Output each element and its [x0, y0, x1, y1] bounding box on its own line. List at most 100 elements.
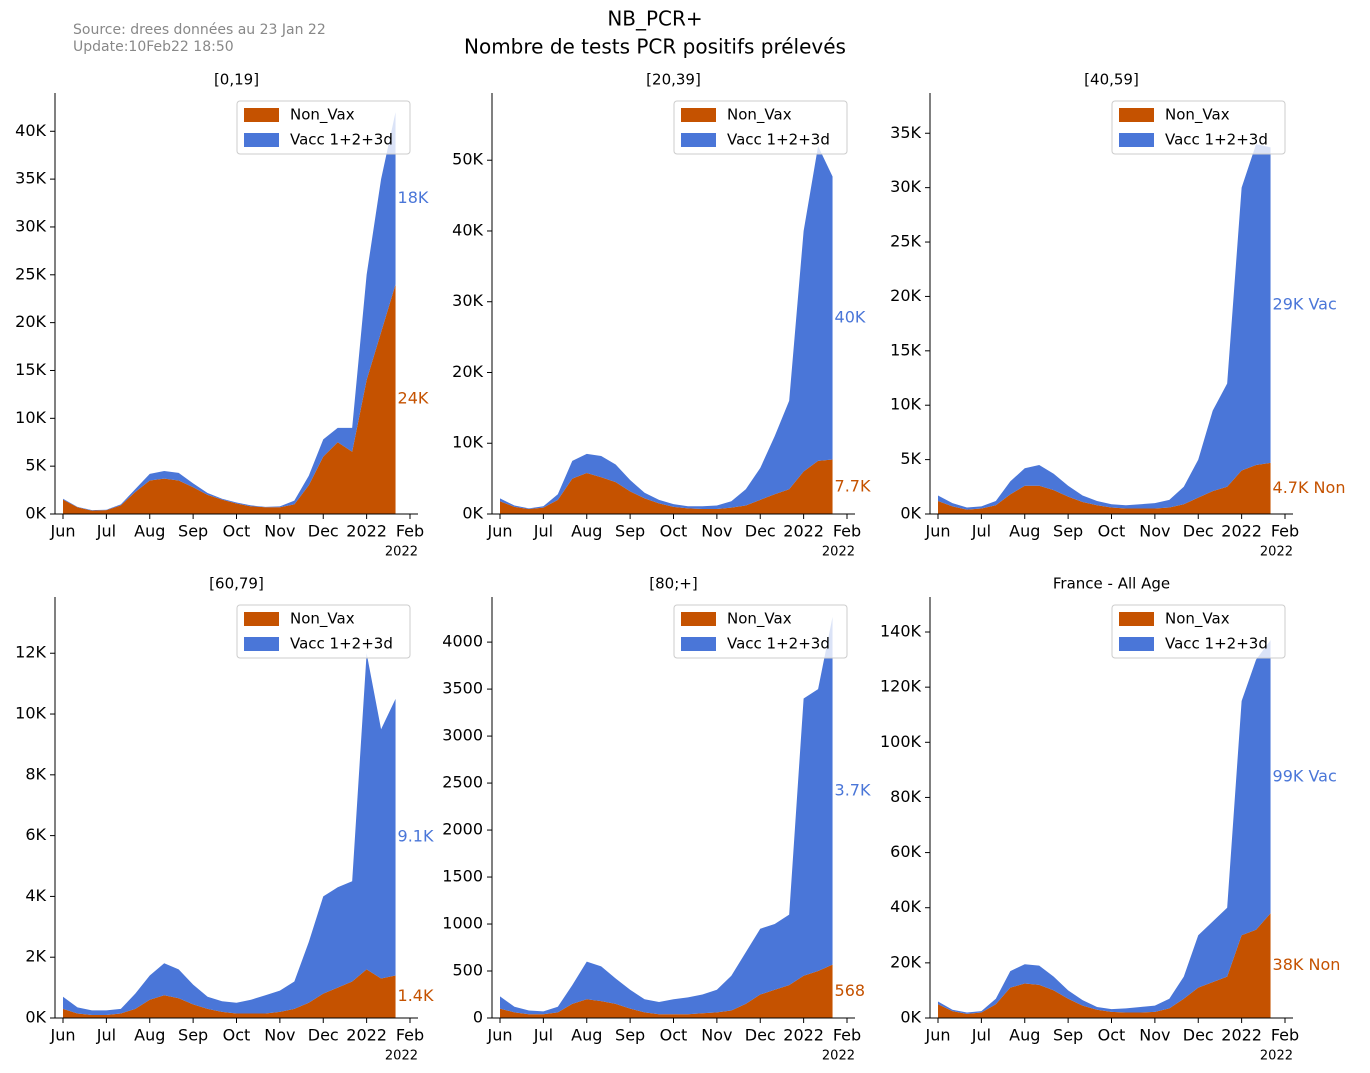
- area-0: [938, 913, 1271, 1018]
- y-tick-label: 5K: [25, 456, 46, 475]
- end-label: 9.1K: [398, 827, 434, 846]
- x-tick-label: Nov: [701, 1026, 732, 1045]
- y-tick-label: 0K: [25, 504, 46, 523]
- y-tick-label: 40K: [890, 897, 921, 916]
- x-tick-label: Nov: [264, 522, 295, 541]
- update-note: Update:10Feb22 18:50: [73, 39, 234, 55]
- x-tick-label: 2022: [1221, 1026, 1262, 1045]
- y-tick-label: 1500: [442, 867, 483, 886]
- x-tick-label: Aug: [1009, 522, 1040, 541]
- y-tick-label: 500: [452, 961, 483, 980]
- y-tick-label: 0K: [25, 1008, 46, 1027]
- x-tick-label: Feb: [1271, 522, 1299, 541]
- y-tick-label: 3000: [442, 726, 483, 745]
- y-tick-label: 5K: [900, 449, 921, 468]
- y-tick-label: 0K: [900, 504, 921, 523]
- panel-title: France - All Age: [1053, 575, 1170, 593]
- legend-box: [1111, 100, 1286, 155]
- x-tick-label: Oct: [660, 522, 688, 541]
- panel-title: [20,39]: [646, 71, 701, 89]
- source-note: Source: drees données au 23 Jan 22: [73, 22, 326, 38]
- figure-title: NB_PCR+: [607, 7, 702, 31]
- area-1: [500, 146, 833, 510]
- x-tick-label: Feb: [396, 1026, 424, 1045]
- x-tick-label: Aug: [134, 522, 165, 541]
- y-tick-label: 0: [473, 1008, 483, 1027]
- legend-box: [236, 604, 411, 659]
- x-tick-label: 2022: [346, 522, 387, 541]
- area-0: [938, 462, 1271, 514]
- y-tick-label: 140K: [880, 622, 922, 641]
- end-label: 38K Non: [1273, 955, 1341, 974]
- x-tick-label: Aug: [571, 522, 602, 541]
- y-tick-label: 3500: [442, 679, 483, 698]
- legend-label: Vacc 1+2+3d: [1165, 635, 1268, 653]
- end-label: 29K Vac: [1273, 295, 1337, 314]
- legend-swatch: [1119, 108, 1154, 122]
- panel-title: [80;+]: [649, 575, 697, 593]
- y-tick-label: 20K: [15, 312, 46, 331]
- legend-label: Non_Vax: [727, 610, 792, 629]
- y-tick-label: 120K: [880, 677, 922, 696]
- y-tick-label: 30K: [15, 216, 46, 235]
- x-tick-label: Nov: [1139, 1026, 1170, 1045]
- legend-swatch: [1119, 637, 1154, 651]
- x-tick-label: Feb: [396, 522, 424, 541]
- x-tick-label: Jun: [925, 1026, 951, 1045]
- y-tick-label: 0K: [462, 504, 483, 523]
- x-tick-label: Dec: [745, 1026, 776, 1045]
- x-tick-label: Aug: [1009, 1026, 1040, 1045]
- panel-title: [60,79]: [209, 575, 264, 593]
- y-tick-label: 30K: [452, 291, 483, 310]
- x-tick-label: 2022: [783, 522, 824, 541]
- end-label: 40K: [835, 308, 866, 327]
- end-label: 1.4K: [398, 986, 434, 1005]
- end-label: 99K Vac: [1273, 766, 1337, 785]
- y-tick-label: 40K: [15, 121, 46, 140]
- end-label: 24K: [398, 389, 429, 408]
- x-tick-label: Sep: [615, 1026, 645, 1045]
- x-tick-label: Nov: [1139, 522, 1170, 541]
- x-tick-label: Feb: [833, 1026, 861, 1045]
- y-tick-label: 1000: [442, 914, 483, 933]
- x-tick-label: Dec: [308, 1026, 339, 1045]
- x-tick-label: Feb: [1271, 1026, 1299, 1045]
- y-tick-label: 10K: [15, 704, 46, 723]
- end-label: 4.7K Non: [1273, 478, 1346, 497]
- legend-label: Vacc 1+2+3d: [727, 131, 830, 149]
- area-1: [938, 144, 1271, 510]
- figure-subtitle: Nombre de tests PCR positifs prélevés: [464, 35, 846, 59]
- y-tick-label: 25K: [890, 232, 921, 251]
- y-tick-label: 100K: [880, 732, 922, 751]
- x-tick-label: Jul: [96, 522, 116, 541]
- x-tick-label: Jul: [533, 522, 553, 541]
- x-tick-label: Dec: [745, 522, 776, 541]
- legend-label: Non_Vax: [727, 106, 792, 125]
- x-tick-label: Jul: [533, 1026, 553, 1045]
- panel-title: [0,19]: [214, 71, 259, 89]
- y-tick-label: 6K: [25, 825, 46, 844]
- legend-label: Vacc 1+2+3d: [290, 635, 393, 653]
- area-1: [938, 640, 1271, 1014]
- y-tick-label: 50K: [452, 150, 483, 169]
- x-tick-label: Aug: [134, 1026, 165, 1045]
- x-tick-label: Jun: [50, 522, 76, 541]
- y-tick-label: 20K: [890, 952, 921, 971]
- x-offset-label: 2022: [1260, 1049, 1293, 1064]
- x-tick-label: Oct: [660, 1026, 688, 1045]
- x-tick-label: Jul: [971, 522, 991, 541]
- x-tick-label: Oct: [1098, 1026, 1126, 1045]
- legend-swatch: [244, 133, 279, 147]
- y-tick-label: 12K: [15, 643, 46, 662]
- legend-swatch: [244, 108, 279, 122]
- y-tick-label: 10K: [15, 408, 46, 427]
- x-tick-label: Nov: [701, 522, 732, 541]
- end-label: 3.7K: [835, 780, 871, 799]
- y-tick-label: 30K: [890, 177, 921, 196]
- y-tick-label: 80K: [890, 787, 921, 806]
- legend-swatch: [1119, 612, 1154, 626]
- legend-label: Vacc 1+2+3d: [1165, 131, 1268, 149]
- y-tick-label: 10K: [452, 433, 483, 452]
- panel-title: [40,59]: [1084, 71, 1139, 89]
- x-tick-label: Jul: [971, 1026, 991, 1045]
